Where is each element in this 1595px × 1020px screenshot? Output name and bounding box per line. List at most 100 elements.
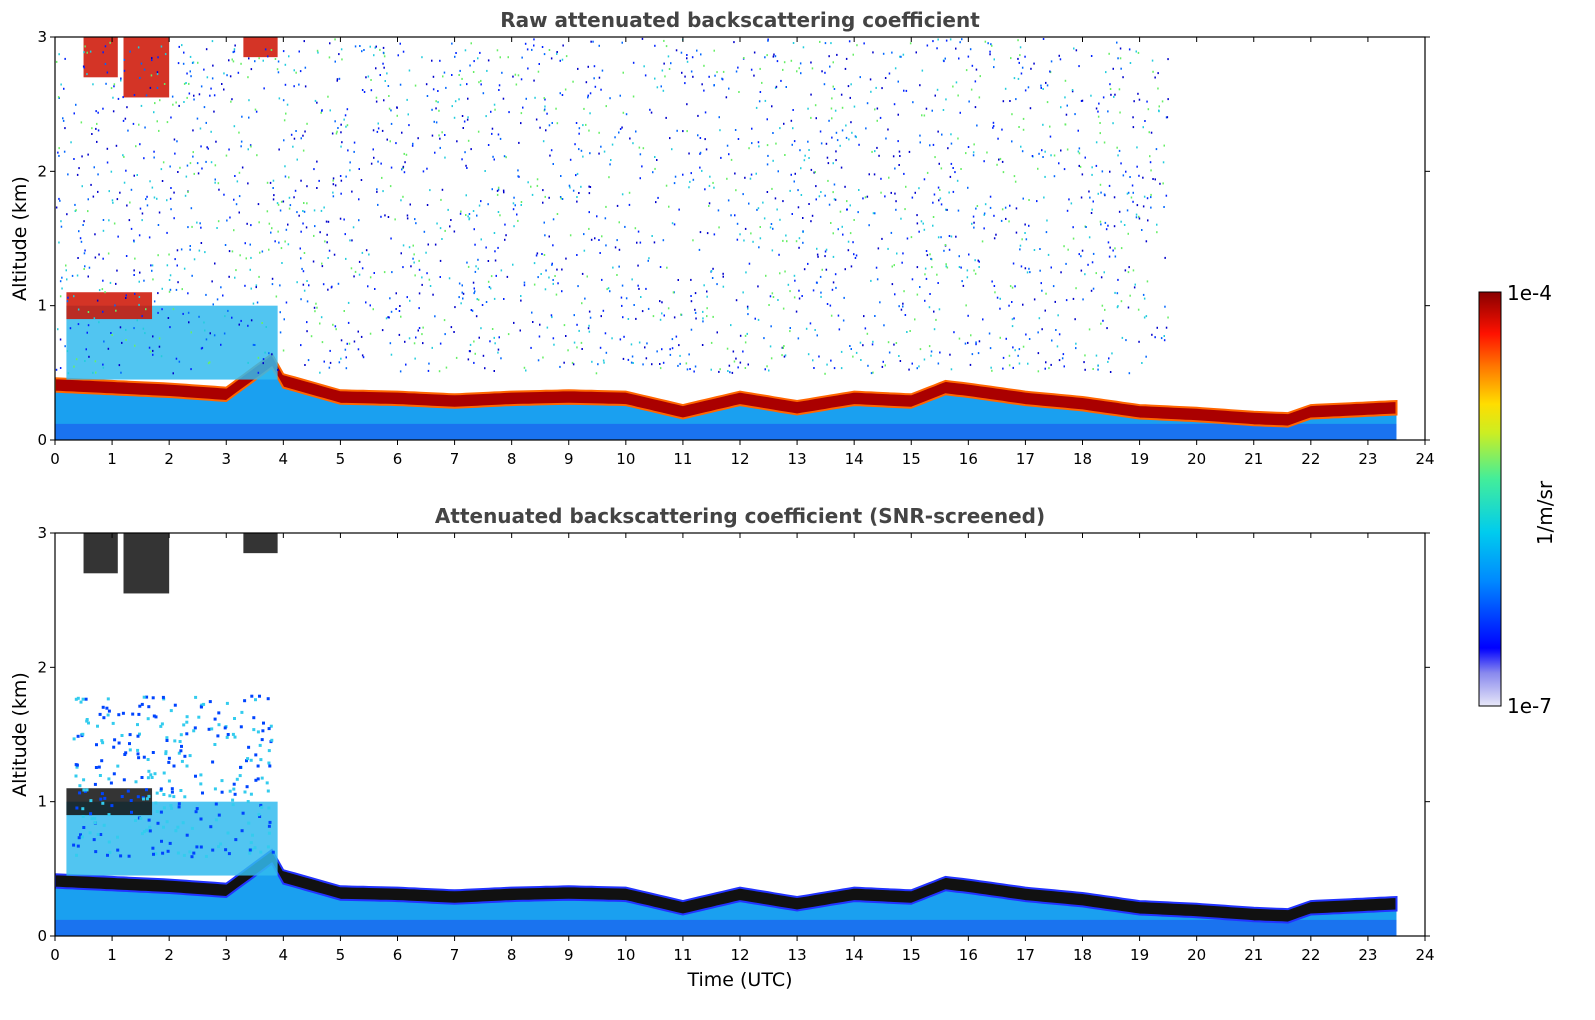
noise-pixel <box>1060 106 1062 109</box>
noise-pixel <box>288 207 291 210</box>
screened-pixel <box>140 776 144 779</box>
noise-pixel <box>879 301 881 304</box>
noise-pixel <box>979 75 981 78</box>
noise-pixel <box>548 235 550 238</box>
noise-pixel <box>158 211 161 214</box>
noise-pixel <box>972 154 975 157</box>
noise-pixel <box>1033 249 1036 251</box>
noise-pixel <box>262 59 264 62</box>
noise-pixel <box>144 332 146 335</box>
noise-pixel <box>893 264 895 267</box>
noise-pixel <box>606 288 608 291</box>
noise-pixel <box>190 75 192 78</box>
noise-pixel <box>750 232 752 235</box>
noise-pixel <box>354 270 357 273</box>
noise-pixel <box>820 142 823 145</box>
screened-pixel <box>93 816 97 820</box>
noise-pixel <box>958 57 960 60</box>
noise-pixel <box>996 163 998 166</box>
noise-pixel <box>384 214 386 217</box>
noise-pixel <box>1092 287 1095 290</box>
noise-pixel <box>468 213 471 215</box>
noise-pixel <box>703 284 705 287</box>
noise-pixel <box>178 360 181 363</box>
noise-pixel <box>94 233 96 236</box>
noise-pixel <box>79 237 82 240</box>
noise-pixel <box>834 273 837 276</box>
noise-pixel <box>454 100 457 103</box>
screened-pixel <box>219 842 223 846</box>
noise-pixel <box>727 199 730 202</box>
noise-pixel <box>1135 213 1138 216</box>
noise-pixel <box>1040 282 1042 285</box>
noise-pixel <box>699 137 702 139</box>
noise-pixel <box>156 197 158 200</box>
noise-pixel <box>846 208 848 211</box>
screened-pixel <box>254 778 258 782</box>
noise-pixel <box>153 196 156 199</box>
screened-pixel <box>107 709 111 713</box>
noise-pixel <box>984 203 987 206</box>
noise-pixel <box>921 114 923 117</box>
noise-pixel <box>1018 126 1020 128</box>
noise-pixel <box>441 131 443 134</box>
noise-pixel <box>759 91 762 93</box>
noise-pixel <box>654 156 656 158</box>
noise-pixel <box>836 53 838 56</box>
noise-pixel <box>503 298 505 300</box>
noise-pixel <box>596 215 598 218</box>
noise-pixel <box>326 233 328 236</box>
noise-pixel <box>485 301 488 303</box>
noise-pixel <box>1058 54 1060 57</box>
noise-pixel <box>1070 202 1073 205</box>
x-tick-label: 17 <box>1016 946 1035 964</box>
noise-pixel <box>73 365 75 368</box>
noise-pixel <box>569 234 572 237</box>
noise-pixel <box>550 314 553 317</box>
noise-pixel <box>823 83 826 86</box>
noise-pixel <box>690 70 693 73</box>
noise-pixel <box>772 159 774 162</box>
noise-pixel <box>400 199 402 202</box>
noise-pixel <box>344 114 347 117</box>
noise-pixel <box>572 189 575 192</box>
noise-pixel <box>244 242 246 245</box>
noise-pixel <box>881 365 884 368</box>
noise-pixel <box>628 191 631 194</box>
noise-pixel <box>1163 206 1165 208</box>
noise-pixel <box>249 243 251 246</box>
noise-pixel <box>228 59 230 62</box>
noise-pixel <box>375 45 377 48</box>
noise-pixel <box>950 162 953 165</box>
noise-pixel <box>1133 100 1135 103</box>
noise-pixel <box>587 327 590 330</box>
screened-pixel <box>199 705 203 709</box>
noise-pixel <box>1088 236 1091 239</box>
noise-pixel <box>365 249 368 252</box>
noise-pixel <box>767 39 769 42</box>
raw-backscatter-panel: Raw attenuated backscattering coefficien… <box>9 8 1435 468</box>
noise-pixel <box>601 69 604 72</box>
noise-pixel <box>824 255 826 258</box>
noise-pixel <box>1014 285 1016 288</box>
noise-pixel <box>845 57 848 60</box>
noise-pixel <box>932 201 934 204</box>
noise-pixel <box>840 350 843 353</box>
noise-pixel <box>659 300 661 303</box>
screened-pixel <box>233 717 236 720</box>
noise-pixel <box>308 284 310 287</box>
noise-pixel <box>1017 57 1019 60</box>
noise-pixel <box>517 169 519 172</box>
noise-pixel <box>238 211 240 214</box>
noise-pixel <box>151 186 154 189</box>
noise-pixel <box>336 78 339 81</box>
noise-pixel <box>1024 223 1026 226</box>
noise-pixel <box>263 87 265 90</box>
noise-pixel <box>569 186 571 189</box>
noise-pixel <box>426 167 428 170</box>
noise-pixel <box>518 175 520 178</box>
noise-pixel <box>646 342 648 345</box>
noise-pixel <box>405 153 408 156</box>
noise-pixel <box>428 362 430 365</box>
screened-pixel <box>234 838 238 842</box>
